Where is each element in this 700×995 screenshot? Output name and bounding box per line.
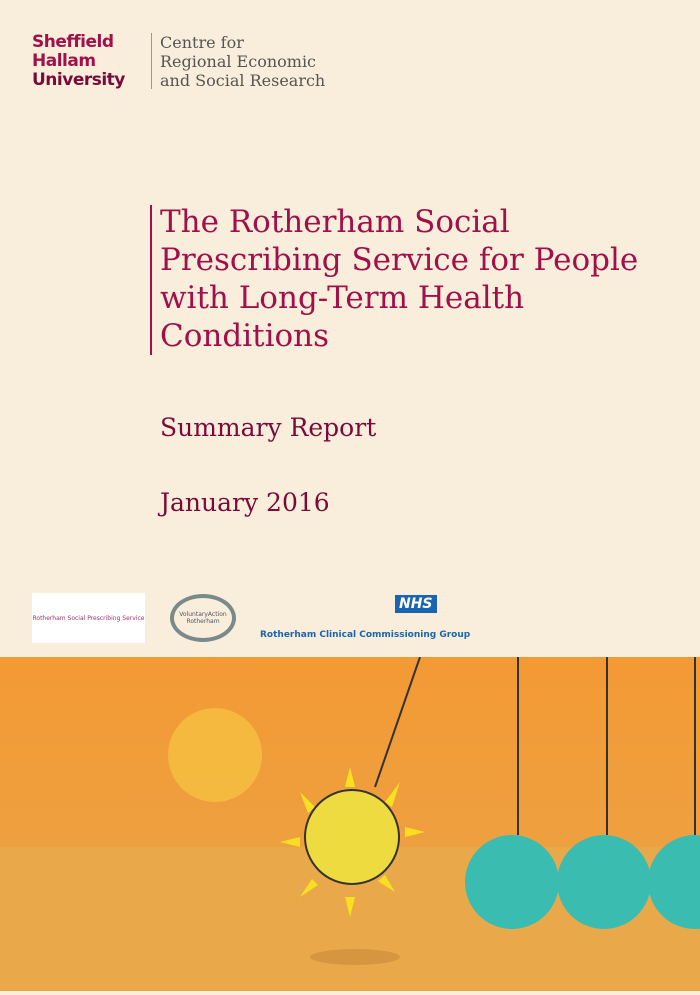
var-logo: VoluntaryAction Rotherham [170, 594, 236, 642]
centre-line: and Social Research [160, 71, 326, 90]
ccg-name: Rotherham Clinical Commissioning Group [260, 630, 471, 640]
title-bar [150, 205, 152, 355]
shu-logo: Sheffield Hallam University [32, 33, 125, 90]
sun-circle [168, 708, 262, 802]
cresr-name: Centre for Regional Economic and Social Re… [160, 33, 325, 90]
pendulum-ball [465, 835, 559, 929]
report-date: January 2016 [160, 488, 330, 517]
divider [151, 33, 152, 89]
report-title: The Rotherham Social Prescribing Service… [160, 204, 639, 354]
pendulum-ball [304, 789, 400, 885]
nhs-logo: NHS [395, 595, 437, 613]
logo-line: University [32, 70, 125, 90]
string [374, 656, 421, 788]
pendulum-ball [648, 835, 700, 929]
rsps-logo: Rotherham Social Prescribing Service [32, 593, 145, 643]
report-subtitle: Summary Report [160, 413, 377, 442]
centre-line: Centre for [160, 33, 244, 52]
logo-line: Hallam [32, 51, 96, 71]
centre-line: Regional Economic [160, 52, 317, 71]
cover-illustration [0, 656, 700, 991]
pendulum-illustration [0, 656, 700, 991]
sun-icon [280, 767, 425, 917]
pendulum-ball [557, 835, 651, 929]
logo-line: Sheffield [32, 32, 114, 52]
